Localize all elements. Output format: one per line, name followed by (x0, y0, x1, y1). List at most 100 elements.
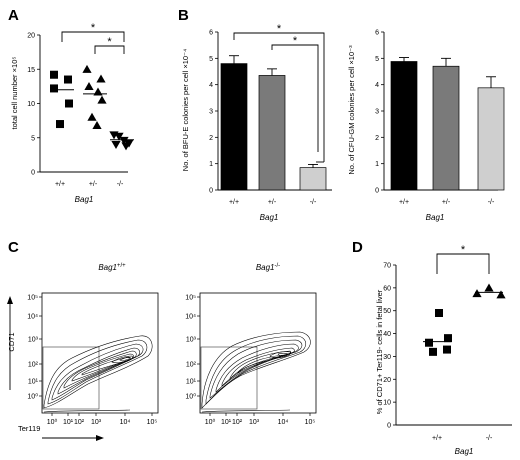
panel-b-right-category-label: -/- (488, 199, 495, 206)
panel-c-right-title: Bag1-/- (256, 263, 280, 272)
panel-c-left-frame (41, 292, 159, 414)
panel-a-point (82, 64, 92, 73)
panel-c-xtick-label: 10² (74, 419, 85, 426)
panel-c-xtick-label: 10² (232, 419, 243, 426)
panel-b-left-ytick-label: 1 (209, 161, 213, 168)
panel-b-right-ytick-label: 6 (375, 30, 379, 37)
panel-d-point (425, 338, 433, 347)
panel-b-left-category-label: +/- (268, 199, 277, 206)
panel-b-left-bar (258, 75, 286, 191)
panel-c-ytick-label: 10³ (28, 337, 39, 344)
panel-c-xtick-label: 10⁰ (205, 418, 216, 426)
panel-c-flow-contours: Bag1+/+ Bag1-/- (7, 263, 317, 441)
panel-a-point (56, 120, 64, 129)
panel-c-ytick-label: 10⁵ (185, 295, 196, 302)
panel-a-ytick-label: 5 (31, 135, 35, 142)
panel-a-sig-bracket-star: * (107, 36, 112, 48)
panel-a-ytick-label: 20 (27, 33, 35, 40)
panel-a-point (96, 74, 106, 83)
panel-a-point (97, 95, 107, 104)
panel-a-category-label: +/+ (55, 181, 65, 188)
panel-b-left-category-label: -/- (310, 199, 317, 206)
panel-d-point (435, 309, 443, 317)
panel-b-left-sig-bracket (271, 44, 319, 50)
panel-b-right-ytick-label: 5 (375, 56, 379, 63)
panel-c-right-frame (199, 292, 317, 414)
panel-c-ytick-label: 10⁴ (185, 314, 196, 321)
panel-d-point (443, 345, 451, 354)
panel-b-left-ytick-label: 2 (209, 135, 213, 142)
panel-d-sig-bracket (436, 253, 490, 274)
panel-c-right-contours (201, 331, 311, 413)
panel-a-point (114, 132, 124, 141)
panel-d-ytick-label: 60 (383, 285, 391, 292)
panel-d-point (496, 290, 506, 299)
panel-b-left-bar (299, 167, 327, 191)
panel-d-xlabel: Bag1 (455, 447, 474, 456)
panel-a-point (111, 141, 121, 149)
panel-d-ytick-label: 30 (383, 354, 391, 361)
panel-b-left-xlabel: Bag1 (260, 213, 279, 222)
panel-b-right-category-label: +/+ (399, 199, 409, 206)
panel-a-scatter: total cell number ×10⁵ Bag1 0 5 10 15 20 +/+ +… (10, 22, 134, 204)
panel-d-point (484, 283, 494, 292)
panel-a-xlabel: Bag1 (75, 195, 94, 204)
panel-a-point (87, 112, 97, 121)
panel-c-ytick-label: 10⁵ (27, 295, 38, 302)
panel-b-left-ytick-label: 4 (209, 82, 213, 89)
panel-a-point (121, 142, 131, 151)
panel-b-left-ytick-label: 5 (209, 56, 213, 63)
panel-c-ytick-label: 10¹ (28, 379, 39, 386)
panel-a-point (50, 70, 58, 79)
panel-b-right-xlabel: Bag1 (426, 213, 445, 222)
panel-c-ytick-label: 10² (186, 362, 197, 369)
panel-b-bfue-bars: No. of BFU-E colonies per cell ×10⁻⁴ Bag… (181, 23, 332, 222)
panel-b-left-ytick-label: 3 (209, 109, 213, 116)
panel-letter-a: A (8, 7, 19, 24)
panel-a-point (84, 81, 94, 90)
panel-d-sig-bracket-star: * (461, 244, 466, 256)
panel-a-point (65, 99, 73, 108)
panel-c-left-gate (42, 346, 100, 410)
panel-a-sig-bracket-star: * (91, 22, 96, 34)
panel-b-cfugm-bars: No. of CFU-GM colonies per cell ×10⁻³ Ba… (347, 30, 505, 222)
panel-c-xtick-label: 10⁴ (120, 419, 131, 426)
panel-d-ytick-label: 10 (383, 400, 391, 407)
panel-d-point (429, 347, 437, 356)
panel-b-right-ytick-label: 4 (375, 82, 379, 89)
panel-c-ytick-label: 10⁰ (185, 393, 196, 401)
panel-a-point (50, 84, 58, 93)
panel-c-xtick-label: 10³ (249, 419, 260, 426)
panel-letter-b: B (178, 7, 189, 24)
panel-d-ytick-label: 20 (383, 377, 391, 384)
panel-d-ytick-label: 50 (383, 308, 391, 315)
panel-c-xtick-label: 10³ (91, 419, 102, 426)
panel-b-right-ytick-label: 1 (375, 161, 379, 168)
panel-a-ylabel: total cell number ×10⁵ (10, 57, 19, 130)
panel-b-left-sig-bracket (233, 32, 325, 40)
panel-letter-d: D (352, 239, 363, 256)
panel-c-ytick-label: 10² (28, 362, 39, 369)
panel-d-ytick-label: 70 (383, 263, 391, 270)
panel-c-ytick-label: 10³ (186, 337, 197, 344)
panel-a-sig-bracket (61, 31, 125, 42)
panel-b-right-bar (477, 87, 505, 191)
panel-b-right-ytick-label: 2 (375, 135, 379, 142)
panel-c-ytick-label: 10⁴ (27, 314, 38, 321)
panel-a-ytick-label: 15 (27, 67, 35, 74)
panel-c-xtick-label: 10⁵ (305, 419, 316, 426)
panel-letter-c: C (8, 239, 19, 256)
panel-b-left-sig-bracket-star: * (277, 23, 282, 35)
panel-a-point (64, 75, 72, 84)
panel-a-point (119, 136, 129, 145)
panel-b-right-bar (390, 61, 418, 191)
panel-a-ytick-label: 10 (27, 101, 35, 108)
panel-b-left-sig-bracket-star: * (293, 35, 298, 47)
panel-c-ytick-label: 10¹ (186, 379, 197, 386)
panel-d-category-label: -/- (486, 435, 493, 442)
panel-d-ytick-label: 40 (383, 331, 391, 338)
panel-c-xtick-label: 10⁰ (47, 418, 58, 426)
panel-d-category-label: +/+ (432, 435, 442, 442)
panel-d-ylabel: % of CD71+ Ter119- cells in fetal liver (375, 289, 384, 414)
panel-a-ytick-label: 0 (31, 170, 35, 177)
